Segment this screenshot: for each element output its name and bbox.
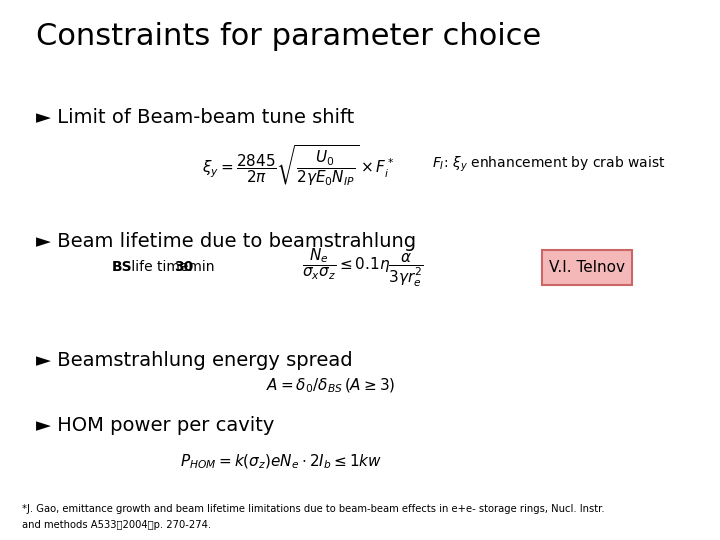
Text: BS: BS (112, 260, 132, 274)
Text: ► HOM power per cavity: ► HOM power per cavity (36, 416, 274, 435)
Text: $P_{HOM} = k(\sigma_z)eN_e \cdot 2I_b \leq 1kw$: $P_{HOM} = k(\sigma_z)eN_e \cdot 2I_b \l… (180, 453, 382, 471)
Text: life time:: life time: (127, 260, 198, 274)
Text: ► Beamstrahlung energy spread: ► Beamstrahlung energy spread (36, 351, 353, 370)
Text: $F_I$: $\xi_y$ enhancement by crab waist: $F_I$: $\xi_y$ enhancement by crab waist (432, 155, 665, 174)
Text: ► Beam lifetime due to beamstrahlung: ► Beam lifetime due to beamstrahlung (36, 232, 416, 251)
Text: *J. Gao, emittance growth and beam lifetime limitations due to beam-beam effects: *J. Gao, emittance growth and beam lifet… (22, 504, 604, 514)
Text: min: min (184, 260, 214, 274)
Text: V.I. Telnov: V.I. Telnov (549, 260, 625, 275)
Text: ► Limit of Beam-beam tune shift: ► Limit of Beam-beam tune shift (36, 108, 354, 127)
Text: $A=\delta_0/\delta_{BS}\, (A\geq 3)$: $A=\delta_0/\delta_{BS}\, (A\geq 3)$ (266, 377, 396, 395)
Text: $\xi_y = \dfrac{2845}{2\pi}\sqrt{\dfrac{U_0}{2\gamma E_0 N_{IP}}} \times F_i^*$: $\xi_y = \dfrac{2845}{2\pi}\sqrt{\dfrac{… (202, 143, 395, 187)
Text: 30: 30 (174, 260, 194, 274)
Text: $\dfrac{N_e}{\sigma_x \sigma_z} \leq 0.1\eta\dfrac{\alpha}{3\gamma r_e^2}$: $\dfrac{N_e}{\sigma_x \sigma_z} \leq 0.1… (302, 246, 424, 289)
FancyBboxPatch shape (541, 249, 632, 285)
Text: Constraints for parameter choice: Constraints for parameter choice (36, 22, 541, 51)
Text: and methods A533（2004）p. 270-274.: and methods A533（2004）p. 270-274. (22, 520, 211, 530)
